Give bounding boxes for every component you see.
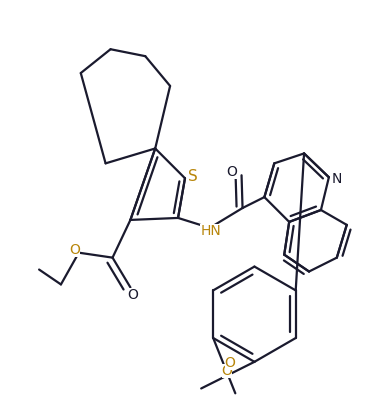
Text: HN: HN [201,224,221,238]
Text: O: O [226,165,237,179]
Text: O: O [221,364,232,378]
Text: O: O [127,289,138,302]
Text: N: N [332,172,342,186]
Text: S: S [188,169,198,184]
Text: O: O [224,356,235,370]
Text: O: O [70,243,80,257]
